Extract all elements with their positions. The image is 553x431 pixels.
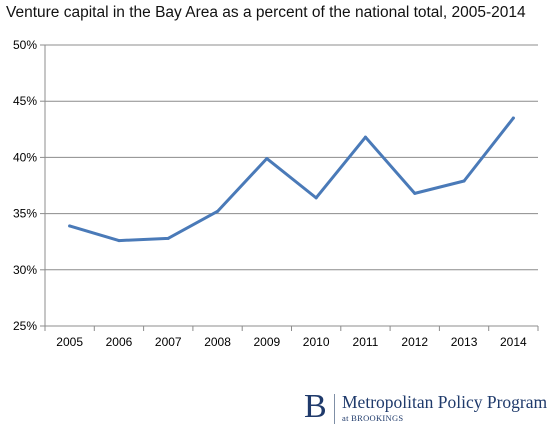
- data-point: [216, 209, 220, 213]
- x-tick-label: 2006: [106, 335, 133, 349]
- y-tick-label: 30%: [13, 263, 37, 277]
- x-tick-label: 2007: [155, 335, 182, 349]
- logo-mark: B: [304, 388, 327, 425]
- data-point: [511, 116, 515, 120]
- data-point: [462, 179, 466, 183]
- y-tick-label: 40%: [13, 150, 37, 164]
- chart-title: Venture capital in the Bay Area as a per…: [6, 4, 526, 21]
- data-point: [166, 236, 170, 240]
- x-tick-label: 2013: [451, 335, 478, 349]
- x-tick-label: 2005: [56, 335, 83, 349]
- brookings-logo: B Metropolitan Policy Program at BROOKIN…: [304, 388, 549, 426]
- y-tick-label: 50%: [13, 38, 37, 52]
- data-point: [265, 157, 269, 161]
- data-point: [117, 239, 121, 243]
- x-tick-label: 2012: [401, 335, 428, 349]
- x-tick-label: 2014: [500, 335, 527, 349]
- x-tick-label: 2009: [253, 335, 280, 349]
- logo-divider: [334, 394, 335, 424]
- y-tick-label: 35%: [13, 207, 37, 221]
- data-point: [314, 196, 318, 200]
- y-tick-label: 45%: [13, 94, 37, 108]
- x-tick-label: 2008: [204, 335, 231, 349]
- data-point: [363, 135, 367, 139]
- data-point: [413, 191, 417, 195]
- y-tick-label: 25%: [13, 319, 37, 333]
- x-tick-label: 2010: [303, 335, 330, 349]
- logo-name: Metropolitan Policy Program: [342, 392, 548, 412]
- series-line: [68, 116, 515, 243]
- data-point: [68, 224, 72, 228]
- x-tick-label: 2011: [353, 335, 379, 349]
- logo-sub: at BROOKINGS: [342, 413, 404, 423]
